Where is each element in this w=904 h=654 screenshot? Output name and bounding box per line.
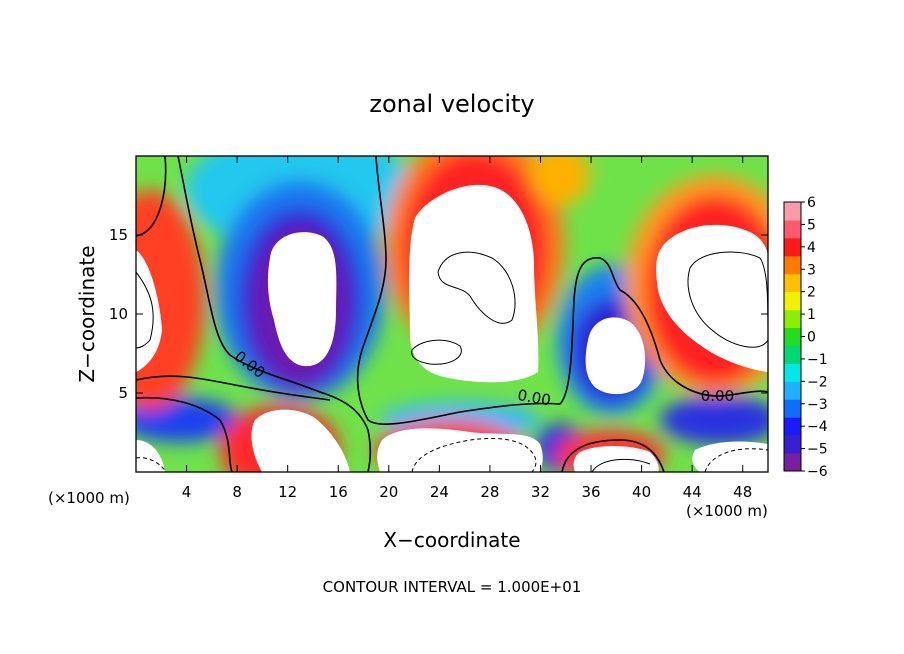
contour-zero bbox=[136, 396, 233, 472]
saturated-region bbox=[692, 441, 768, 472]
colorbar-segment bbox=[784, 237, 801, 257]
contour-interval-footer: CONTOUR INTERVAL = 1.000E+01 bbox=[323, 578, 582, 596]
contour-negative bbox=[136, 457, 167, 472]
x-tick-label: 40 bbox=[632, 483, 651, 501]
x-axis-ticks: 4 8 12 16 20 24 28 32 36 40 44 48 bbox=[182, 156, 752, 501]
x-tick-label: 12 bbox=[278, 483, 297, 501]
colorbar-tick-label: 3 bbox=[807, 262, 816, 278]
x-tick-label: 16 bbox=[329, 483, 348, 501]
contour-zero bbox=[561, 439, 665, 472]
colorbar-segment bbox=[784, 273, 801, 293]
x-tick-label: 28 bbox=[480, 483, 499, 501]
x-tick-label: 8 bbox=[232, 483, 242, 501]
x-tick-label: 32 bbox=[531, 483, 550, 501]
colorbar-tick-label: −5 bbox=[807, 442, 828, 458]
x-axis-label: X−coordinate bbox=[383, 528, 520, 552]
x-tick-label: 48 bbox=[733, 483, 752, 501]
field-region bbox=[660, 395, 768, 445]
saturated-region bbox=[656, 224, 768, 372]
colorbar-tick-label: −4 bbox=[807, 419, 828, 435]
colorbar-tick-label: −6 bbox=[807, 464, 828, 480]
y-axis-label: Z−coordinate bbox=[75, 245, 99, 382]
contour-label-text: 0.00 bbox=[516, 386, 552, 410]
chart-title: zonal velocity bbox=[369, 90, 534, 118]
colorbar-tick-label: 0 bbox=[807, 330, 816, 346]
saturated-region bbox=[409, 184, 539, 383]
y-tick-label: 5 bbox=[118, 384, 128, 402]
x-axis-unit-right: (×1000 m) bbox=[686, 502, 768, 520]
contour-label-text: 0.00 bbox=[701, 387, 734, 405]
saturated-region bbox=[377, 428, 543, 472]
x-tick-label: 20 bbox=[379, 483, 398, 501]
field-region bbox=[530, 156, 590, 205]
y-tick-label: 10 bbox=[109, 305, 128, 323]
saturated-region bbox=[251, 409, 350, 472]
contour-label: 0.00 bbox=[701, 387, 734, 405]
colorbar-tick-label: −2 bbox=[807, 374, 828, 390]
saturated-regions bbox=[136, 184, 768, 472]
colorbar-tick-label: −3 bbox=[807, 397, 828, 413]
colorbar-segment bbox=[784, 291, 801, 311]
x-tick-label: 24 bbox=[430, 483, 449, 501]
colorbar-segment bbox=[784, 345, 801, 364]
x-tick-label: 4 bbox=[182, 483, 192, 501]
colorbar-segment bbox=[784, 363, 801, 382]
x-tick-label: 44 bbox=[683, 483, 702, 501]
colorbar-segment bbox=[784, 202, 801, 221]
colorbar-tick-label: 1 bbox=[807, 307, 816, 323]
contour-zero bbox=[177, 156, 372, 472]
y-tick-label: 15 bbox=[109, 226, 128, 244]
contour-positive bbox=[411, 339, 462, 365]
plot-area: 0.000.00 0.00 bbox=[136, 156, 768, 472]
contour-zero bbox=[136, 156, 167, 237]
contour-positive bbox=[136, 271, 154, 349]
colorbar-tick-label: 5 bbox=[807, 217, 816, 233]
contour-zero bbox=[356, 156, 768, 425]
colorbar-segment bbox=[784, 417, 801, 436]
colorbar-tick-label: 4 bbox=[807, 240, 816, 256]
contour-zero bbox=[136, 375, 331, 401]
colorbar-tick-label: 2 bbox=[807, 285, 816, 301]
y-axis-ticks: 5 10 15 bbox=[109, 226, 768, 402]
x-axis-unit-left: (×1000 m) bbox=[48, 489, 130, 507]
colorbar-segment bbox=[784, 381, 801, 400]
x-tick-label: 36 bbox=[581, 483, 600, 501]
colorbar-segment bbox=[784, 309, 801, 329]
contour-lines bbox=[136, 156, 768, 472]
field-region bbox=[136, 398, 240, 442]
colorbar-segment bbox=[784, 219, 801, 239]
colorbar-tick-label: 6 bbox=[807, 195, 816, 211]
contour-negative bbox=[704, 448, 768, 472]
saturated-region bbox=[573, 446, 659, 472]
saturated-region bbox=[267, 232, 337, 367]
colorbar-segment bbox=[784, 399, 801, 418]
colorbar-segment bbox=[784, 435, 801, 454]
colorbar-tick-label: −1 bbox=[807, 352, 828, 368]
contour-positive bbox=[437, 251, 516, 324]
colorbar-segment bbox=[784, 453, 801, 472]
colorbar: 6 5 4 3 2 1 0 −1 −2 −3 −4 −5 −6 bbox=[783, 195, 828, 480]
colorbar-segment bbox=[784, 255, 801, 275]
saturated-region bbox=[585, 317, 646, 395]
contour-label: 0.00 bbox=[516, 386, 552, 410]
contour-positive bbox=[591, 458, 651, 472]
colorbar-segment bbox=[784, 327, 801, 346]
